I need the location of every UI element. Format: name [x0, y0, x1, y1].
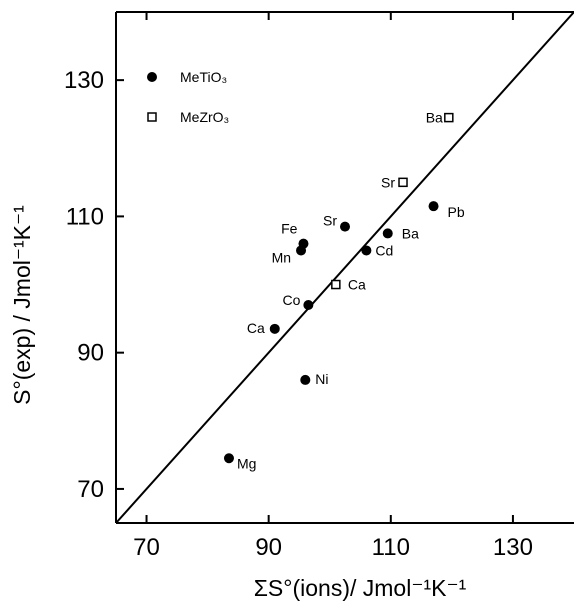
point-marker-filled-circle	[296, 245, 307, 256]
point-label: Mn	[272, 249, 291, 265]
point-label: Ba	[426, 110, 443, 126]
point-label: Ca	[247, 320, 265, 336]
point-label: Pb	[448, 204, 465, 220]
x-axis-ticks: 70 90 110 130	[133, 12, 533, 561]
point-label: Sr	[381, 174, 395, 190]
x-tick-label: 90	[255, 534, 282, 561]
point-marker-filled-circle	[361, 245, 372, 256]
point-label: Cd	[375, 242, 393, 258]
legend: MeTiO₃ MeZrO₃	[147, 69, 229, 125]
point-marker-filled-circle	[382, 228, 393, 239]
plot-frame	[115, 11, 574, 524]
point-label: Sr	[323, 213, 337, 229]
data-points: Mg Ca Co Ni Fe Mn Sr Cd Ba Pb Ca Sr Ba	[223, 110, 465, 471]
identity-line-layer	[115, 11, 574, 524]
point-marker-filled-circle	[428, 201, 439, 212]
legend-marker-open-square	[147, 112, 157, 122]
y-axis-title: S°(exp) / Jmol⁻¹K⁻¹	[9, 205, 35, 405]
point-label: Ba	[402, 225, 419, 241]
x-tick-label: 70	[133, 534, 160, 561]
y-tick-label: 70	[77, 476, 104, 503]
identity-line	[115, 11, 574, 524]
point-label: Mg	[237, 455, 256, 471]
y-tick-label: 130	[64, 67, 104, 94]
point-label: Co	[282, 292, 300, 308]
y-tick-label: 110	[66, 203, 104, 230]
y-axis-ticks: 70 90 110 130	[64, 67, 124, 503]
point-marker-filled-circle	[300, 374, 311, 385]
legend-label: MeTiO₃	[180, 69, 227, 85]
point-marker-filled-circle	[223, 453, 234, 464]
point-marker-filled-circle	[340, 221, 350, 232]
point-label: Ca	[348, 277, 366, 293]
point-marker-filled-circle	[269, 323, 280, 334]
point-label: Ni	[315, 371, 328, 387]
point-label: Fe	[281, 221, 298, 237]
x-tick-label: 130	[493, 534, 533, 561]
point-marker-open-square	[331, 279, 341, 290]
point-marker-open-square	[398, 177, 408, 188]
point-marker-open-square	[444, 112, 454, 123]
legend-label: MeZrO₃	[180, 109, 229, 125]
legend-marker-filled-circle	[147, 72, 157, 82]
x-axis-title: ΣS°(ions)/ Jmol⁻¹K⁻¹	[254, 575, 467, 601]
x-tick-label: 110	[372, 534, 410, 561]
y-tick-label: 90	[77, 340, 104, 367]
point-marker-filled-circle	[303, 299, 314, 310]
